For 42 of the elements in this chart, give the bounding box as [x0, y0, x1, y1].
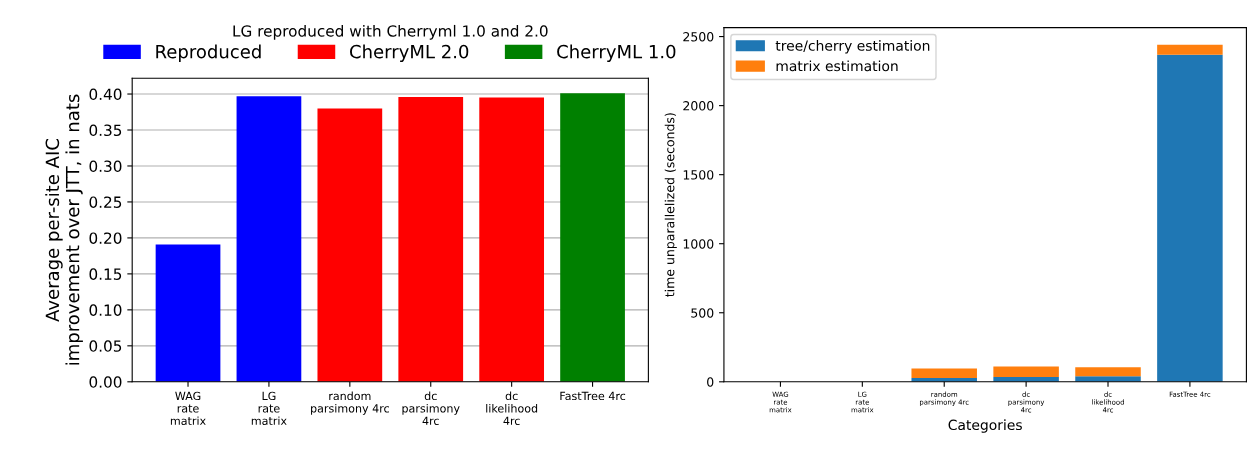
legend-label: matrix estimation: [776, 60, 898, 72]
x-tick-label: WAG rate matrix: [170, 391, 206, 426]
bar: [560, 93, 625, 382]
bar: [1075, 376, 1141, 382]
y-tick-label: 0.35: [89, 124, 122, 137]
y-axis-title: time unparallelized (seconds): [664, 113, 677, 297]
y-tick-label: 1000: [683, 239, 714, 249]
bar: [398, 96, 464, 382]
bar: [993, 366, 1059, 378]
x-tick-label: random parsimony 4rc: [311, 391, 389, 415]
y-tick-label: 0.25: [89, 196, 122, 208]
bar: [911, 368, 977, 379]
y-tick-label: 0.00: [89, 376, 122, 388]
y-tick-label: 0.40: [89, 88, 122, 101]
bar: [1157, 54, 1223, 382]
y-tick-label: 0.30: [89, 160, 122, 172]
legend-label: Reproduced: [156, 44, 261, 62]
bar: [1075, 367, 1141, 377]
x-tick-label: FastTree 4rc: [560, 391, 626, 401]
x-tick-label: LG rate matrix: [251, 391, 287, 426]
y-tick-label: 0.10: [89, 304, 122, 316]
legend-label: CherryML 2.0: [350, 44, 469, 62]
y-tick-label: 2500: [683, 32, 714, 42]
legend-label: tree/cherry estimation: [775, 40, 930, 54]
x-tick-label: dc likelihood 4rc: [486, 391, 538, 426]
bar: [155, 244, 221, 382]
y-tick-label: 2000: [683, 101, 714, 111]
y-tick-label: 0.20: [89, 232, 122, 244]
x-axis-title: Categories: [948, 419, 1022, 433]
y-axis-title: Average per-site AIC improvement over JTT, in nats: [45, 94, 83, 365]
legend-label: CherryML 1.0: [557, 44, 676, 62]
y-tick-label: 1500: [683, 170, 714, 180]
y-tick-label: 0.05: [89, 340, 122, 352]
chart-title: LG reproduced with Cherryml 1.0 and 2.0: [233, 24, 548, 40]
bar: [317, 108, 383, 382]
y-tick-label: 500: [691, 308, 714, 318]
x-tick-label: dc parsimony 4rc: [402, 391, 460, 426]
bar: [1157, 44, 1223, 55]
bar: [236, 96, 302, 382]
y-tick-label: 0.15: [89, 268, 122, 280]
y-tick-label: 0: [707, 377, 714, 387]
bar: [479, 97, 545, 382]
